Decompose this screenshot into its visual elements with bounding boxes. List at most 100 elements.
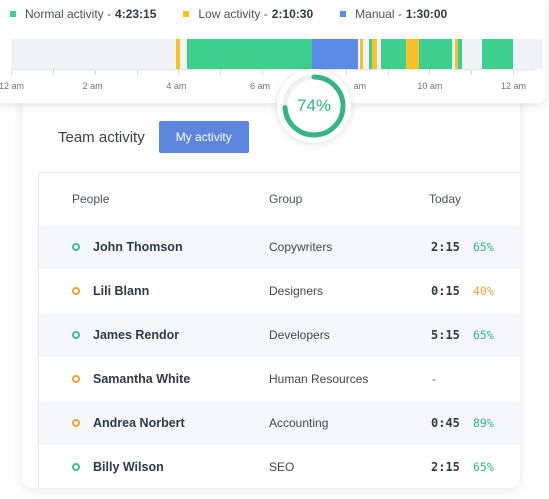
legend-value: 2:10:30 <box>271 7 314 21</box>
person-cell: Lili Blann <box>72 284 149 298</box>
timeline-segment-low[interactable] <box>455 39 458 69</box>
table-row[interactable]: Lili Blann Designers 0:15 40% <box>39 269 520 313</box>
timeline-segment-normal[interactable] <box>186 39 313 69</box>
axis-tick <box>345 70 347 75</box>
status-dot-icon <box>72 331 80 339</box>
column-header-today[interactable]: Today <box>429 192 462 206</box>
gauge-ring <box>282 74 346 138</box>
legend-separator: - <box>260 7 268 21</box>
person-cell: Samantha White <box>72 372 190 386</box>
person-name[interactable]: Lili Blann <box>93 284 150 298</box>
team-activity-card: Team activity My activity People Group T… <box>22 90 520 488</box>
person-name[interactable]: James Rendor <box>93 328 180 342</box>
status-dot-icon <box>72 243 80 251</box>
axis-label: 12 am <box>501 81 527 91</box>
axis-tick <box>471 70 473 75</box>
timeline-segment-normal[interactable] <box>457 39 462 69</box>
table-header: People Group Today <box>39 173 520 225</box>
person-name[interactable]: Billy Wilson <box>93 460 164 474</box>
status-dot-icon <box>72 375 80 383</box>
today-time: - <box>432 372 436 386</box>
person-name[interactable]: Samantha White <box>93 372 191 386</box>
axis-tick <box>220 70 222 75</box>
axis-tick <box>52 70 54 75</box>
my-activity-button[interactable]: My activity <box>158 121 249 153</box>
timeline-legend: Normal activity -4:23:15 Low activity -2:… <box>10 7 474 21</box>
legend-label: Normal activity <box>25 7 104 21</box>
group-cell: Copywriters <box>269 240 333 254</box>
table-body: John Thomson Copywriters 2:15 65% Lili Blann… <box>39 225 520 488</box>
legend-separator: - <box>394 7 402 21</box>
person-cell: Billy Wilson <box>72 460 164 474</box>
table-row[interactable]: Andrea Norbert Accounting 0:45 89% <box>39 401 520 445</box>
status-dot-icon <box>72 287 80 295</box>
activity-percent: 65% <box>473 328 494 342</box>
axis-tick <box>262 70 263 75</box>
legend-separator: - <box>103 7 112 21</box>
timeline-segment-normal[interactable] <box>418 39 453 69</box>
legend-label: Manual <box>355 7 395 21</box>
timeline-segment-manual[interactable] <box>312 39 359 69</box>
legend-swatch <box>340 11 347 17</box>
group-cell: SEO <box>269 460 295 474</box>
timeline-segment-normal[interactable] <box>368 39 372 69</box>
timeline-segment-low[interactable] <box>406 39 419 69</box>
group-cell: Developers <box>269 328 330 342</box>
axis-tick <box>94 70 96 75</box>
activity-timeline-card: Normal activity -4:23:15 Low activity -2:… <box>0 0 547 103</box>
timeline-axis <box>11 69 535 77</box>
team-activity-tab[interactable]: Team activity <box>58 128 145 146</box>
person-cell: John Thomson <box>72 240 183 254</box>
today-time: 2:15 <box>431 240 460 254</box>
legend-value: 1:30:00 <box>405 7 448 21</box>
activity-percent: 40% <box>473 284 494 298</box>
legend-label: Low activity <box>198 7 261 21</box>
timeline-track[interactable] <box>11 39 543 69</box>
axis-tick <box>387 70 389 75</box>
axis-label: am <box>353 81 367 91</box>
today-time: 5:15 <box>431 328 460 342</box>
productivity-percent: 74% <box>296 96 332 115</box>
productivity-gauge: 74% <box>277 69 351 143</box>
team-header: Team activity My activity <box>58 121 249 153</box>
table-row[interactable]: Samantha White Human Resources - <box>39 357 520 401</box>
axis-label: 6 am <box>250 81 271 91</box>
activity-percent: 89% <box>473 416 494 430</box>
axis-label: 12 am <box>0 81 25 91</box>
legend-item: Low activity -2:10:30 <box>183 7 313 21</box>
timeline-segment-normal[interactable] <box>381 39 407 69</box>
axis-tick <box>429 70 431 75</box>
column-header-people[interactable]: People <box>72 192 110 206</box>
timeline-segment-normal[interactable] <box>481 39 513 69</box>
axis-label: 10 am <box>417 81 443 91</box>
legend-item: Manual -1:30:00 <box>340 7 447 21</box>
team-table: People Group Today John Thomson Copywrite… <box>38 172 520 488</box>
table-row[interactable]: John Thomson Copywriters 2:15 65% <box>39 225 520 269</box>
column-header-group[interactable]: Group <box>269 192 303 206</box>
axis-tick <box>136 70 138 75</box>
legend-value: 4:23:15 <box>115 7 157 21</box>
group-cell: Human Resources <box>269 372 369 386</box>
axis-tick <box>11 70 12 75</box>
today-time: 0:45 <box>431 416 460 430</box>
person-name[interactable]: John Thomson <box>93 240 183 254</box>
person-cell: James Rendor <box>72 328 179 342</box>
person-cell: Andrea Norbert <box>72 416 185 430</box>
table-row[interactable]: Billy Wilson SEO 2:15 65% <box>39 445 520 488</box>
person-name[interactable]: Andrea Norbert <box>93 416 185 430</box>
group-cell: Designers <box>269 284 324 298</box>
group-cell: Accounting <box>269 416 329 430</box>
legend-swatch <box>10 11 16 17</box>
axis-label: 2 am <box>82 81 103 91</box>
timeline-segment-low[interactable] <box>176 39 181 69</box>
table-row[interactable]: James Rendor Developers 5:15 65% <box>39 313 520 357</box>
timeline-segment-low[interactable] <box>360 39 364 69</box>
legend-swatch <box>183 11 190 17</box>
legend-item: Normal activity -4:23:15 <box>10 7 156 21</box>
axis-tick <box>513 70 514 75</box>
today-time: 2:15 <box>431 460 460 474</box>
timeline-segment-low[interactable] <box>371 39 378 69</box>
status-dot-icon <box>72 419 80 427</box>
activity-percent: 65% <box>473 240 494 254</box>
axis-tick <box>178 70 180 75</box>
